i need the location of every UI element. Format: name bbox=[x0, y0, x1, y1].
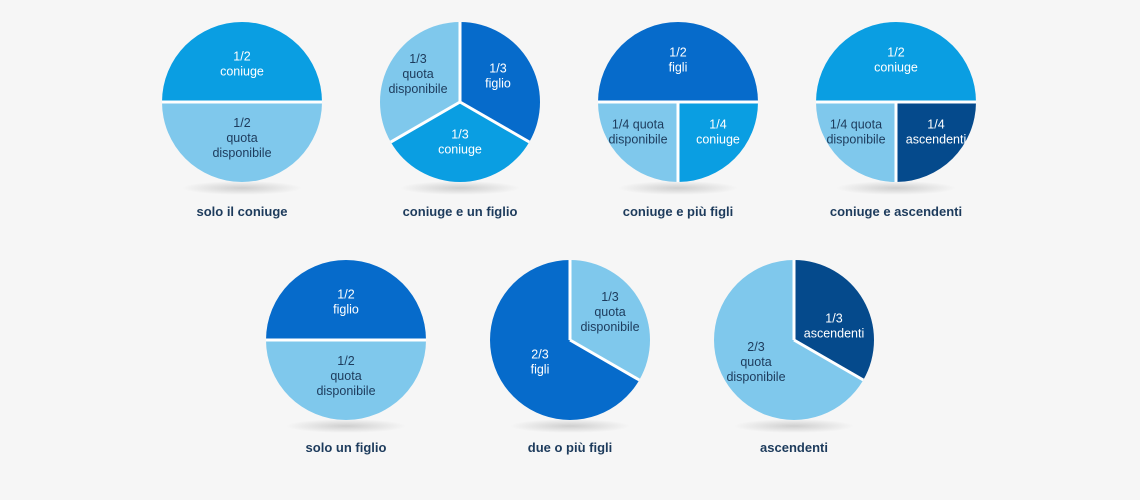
pie-slice-2 bbox=[490, 260, 640, 421]
pie-chart-4: 1/2 coniuge 1/4 ascendenti 1/4 quota disponib… bbox=[816, 22, 976, 219]
slice-label-line: 1/4 quota bbox=[612, 118, 664, 132]
slice-label: 1/3 ascendenti bbox=[804, 312, 864, 341]
slice-label-line: coniuge bbox=[696, 133, 740, 147]
slice-label-line: quota bbox=[594, 305, 625, 319]
pie-slice-2 bbox=[266, 340, 426, 420]
pie-slice-1 bbox=[598, 22, 758, 102]
slice-label: 1/2 quota disponibile bbox=[316, 354, 375, 398]
slice-label-line: disponibile bbox=[316, 384, 375, 398]
slice-label-line: ascendenti bbox=[804, 327, 864, 341]
slice-label-line: 1/3 bbox=[489, 62, 506, 76]
pie-chart-6: 1/3 quota disponibile 2/3 figli due o più fig… bbox=[490, 260, 651, 455]
slice-label-line: 1/3 bbox=[409, 52, 426, 66]
slice-label-line: figlio bbox=[485, 77, 511, 91]
slice-label-line: quota bbox=[402, 67, 433, 81]
slice-label: 1/4 quota disponibile bbox=[608, 118, 667, 147]
slice-label-line: quota bbox=[226, 131, 257, 145]
slice-label-line: 1/2 bbox=[233, 50, 250, 64]
slice-label: 1/2 figlio bbox=[333, 288, 359, 317]
slice-label-line: coniuge bbox=[438, 143, 482, 157]
slice-separator bbox=[569, 338, 641, 382]
pie-shadow bbox=[400, 181, 520, 195]
pie-slice-2 bbox=[162, 102, 322, 182]
slice-separator bbox=[459, 100, 531, 144]
slice-label-line: 1/2 bbox=[233, 116, 250, 130]
slice-label-line: disponibile bbox=[726, 370, 785, 384]
slice-label-line: 1/2 bbox=[887, 46, 904, 60]
slice-label-line: 2/3 bbox=[747, 340, 764, 354]
slice-label: 1/3 coniuge bbox=[438, 128, 482, 157]
slice-label-line: 1/3 bbox=[451, 128, 468, 142]
slice-label-line: coniuge bbox=[874, 61, 918, 75]
slice-label: 2/3 figli bbox=[531, 348, 550, 377]
slice-label-line: figlio bbox=[333, 303, 359, 317]
slice-label: 1/4 ascendenti bbox=[906, 118, 966, 147]
slice-label-line: disponibile bbox=[580, 320, 639, 334]
pie-slice-3 bbox=[816, 102, 896, 182]
pie-shadow bbox=[510, 419, 630, 433]
pie-caption: coniuge e ascendenti bbox=[830, 204, 962, 219]
slice-label: 1/4 coniuge bbox=[696, 118, 740, 147]
pie-shadow bbox=[618, 181, 738, 195]
slice-separator bbox=[793, 338, 865, 382]
slice-label-line: figli bbox=[669, 61, 688, 75]
slice-label-line: 1/2 bbox=[337, 288, 354, 302]
slice-label-line: 1/3 bbox=[601, 290, 618, 304]
slice-label-line: disponibile bbox=[388, 82, 447, 96]
pie-chart-3: 1/2 figli 1/4 coniuge 1/4 quota disponibile co… bbox=[598, 22, 758, 219]
pie-caption: coniuge e un figlio bbox=[403, 204, 518, 219]
slice-label-line: 1/2 bbox=[337, 354, 354, 368]
slice-label-line: 1/4 bbox=[927, 118, 944, 132]
slice-label: 1/3 figlio bbox=[485, 62, 511, 91]
slice-label: 1/2 quota disponibile bbox=[212, 116, 271, 160]
slice-label-line: 1/2 bbox=[669, 46, 686, 60]
pie-slice-1 bbox=[816, 22, 976, 102]
pie-slice-2 bbox=[896, 102, 976, 182]
slice-label-line: disponibile bbox=[826, 133, 885, 147]
pie-slice-2 bbox=[714, 260, 864, 420]
pie-shadow bbox=[734, 419, 854, 433]
slice-separator bbox=[389, 100, 461, 144]
pie-slice-3 bbox=[598, 102, 678, 182]
pie-caption: coniuge e più figli bbox=[623, 204, 734, 219]
slice-label-line: quota bbox=[740, 355, 771, 369]
slice-label: 2/3 quota disponibile bbox=[726, 340, 785, 384]
pie-shadow bbox=[286, 419, 406, 433]
slice-label-line: ascendenti bbox=[906, 133, 966, 147]
pie-shadow bbox=[182, 181, 302, 195]
slice-label-line: disponibile bbox=[608, 133, 667, 147]
slice-label-line: 1/4 bbox=[709, 118, 726, 132]
pie-caption: solo il coniuge bbox=[196, 204, 287, 219]
slice-label: 1/2 coniuge bbox=[874, 46, 918, 75]
pie-slice-2 bbox=[678, 102, 758, 182]
slice-label-line: 1/4 quota bbox=[830, 118, 882, 132]
pie-caption: ascendenti bbox=[760, 440, 828, 455]
pie-shadow bbox=[836, 181, 956, 195]
pie-caption: due o più figli bbox=[528, 440, 613, 455]
slice-label: 1/3 quota disponibile bbox=[580, 290, 639, 334]
slice-label: 1/2 figli bbox=[669, 46, 688, 75]
slice-label-line: 2/3 bbox=[531, 348, 548, 362]
slice-label-line: 1/3 bbox=[825, 312, 842, 326]
slice-label-line: disponibile bbox=[212, 146, 271, 160]
slice-label-line: quota bbox=[330, 369, 361, 383]
slice-label: 1/3 quota disponibile bbox=[388, 52, 447, 96]
pie-caption: solo un figlio bbox=[306, 440, 387, 455]
pie-slice-1 bbox=[162, 22, 322, 102]
pie-slice-1 bbox=[266, 260, 426, 340]
slice-label-line: figli bbox=[531, 363, 550, 377]
slice-label: 1/2 coniuge bbox=[220, 50, 264, 79]
slice-label-line: coniuge bbox=[220, 65, 264, 79]
slice-label: 1/4 quota disponibile bbox=[826, 118, 885, 147]
